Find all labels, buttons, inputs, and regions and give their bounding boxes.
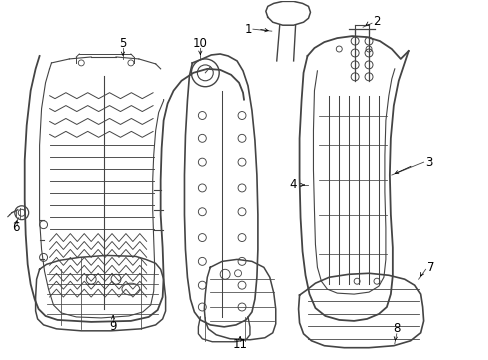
Text: 5: 5 xyxy=(119,37,126,50)
Text: 4: 4 xyxy=(289,179,297,192)
Text: 8: 8 xyxy=(392,322,400,336)
Text: 11: 11 xyxy=(232,338,247,351)
Text: 3: 3 xyxy=(424,156,431,168)
Text: 6: 6 xyxy=(12,221,20,234)
Text: 10: 10 xyxy=(192,37,207,50)
Text: 1: 1 xyxy=(244,23,251,36)
Text: 9: 9 xyxy=(109,320,117,333)
Text: 2: 2 xyxy=(372,15,380,28)
Text: 7: 7 xyxy=(426,261,433,274)
